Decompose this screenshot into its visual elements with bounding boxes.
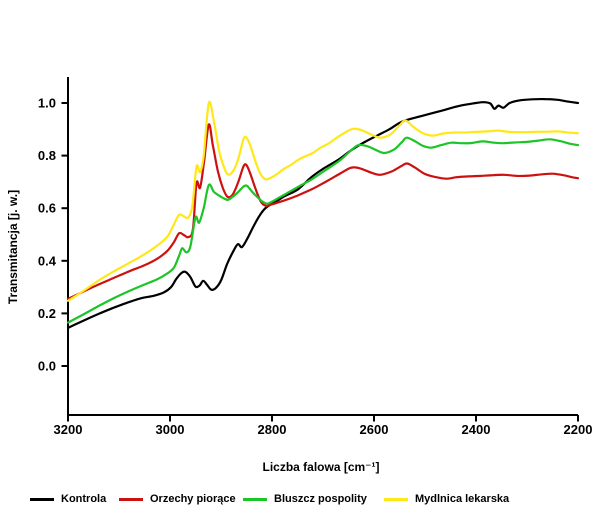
y-tick-label: 0.8 (38, 148, 56, 163)
x-tick-label: 2800 (258, 422, 287, 437)
y-tick-label: 0.4 (38, 253, 57, 268)
curve-bluszcz-pospolity (66, 136, 580, 324)
x-tick-label: 2200 (564, 422, 593, 437)
y-axis-title: Transmitancja [j. w.] (6, 189, 20, 305)
x-tick-label: 2400 (462, 422, 491, 437)
legend-label: Mydlnica lekarska (415, 493, 510, 505)
x-tick-label: 3200 (54, 422, 83, 437)
legend-item-3: Bluszcz pospolity (243, 493, 367, 505)
legend-item-2: Orzechy piorące (119, 493, 236, 505)
legend-item-1: Kontrola (30, 493, 106, 505)
axes (67, 77, 578, 416)
x-axis-title: Liczba falowa [cm⁻¹] (262, 460, 380, 474)
legend-label: Kontrola (61, 493, 107, 505)
legend-label: Bluszcz pospolity (274, 493, 367, 505)
y-ticks: 0.0 0.2 0.4 0.6 0.8 1.0 (38, 96, 68, 374)
y-tick-label: 0.6 (38, 201, 56, 216)
x-tick-label: 2600 (360, 422, 389, 437)
curve-kontrola (66, 97, 580, 329)
x-tick-label: 3000 (156, 422, 185, 437)
legend-item-4: Mydlnica lekarska (384, 493, 509, 505)
legend-label: Orzechy piorące (150, 493, 236, 505)
curve-orzechy-piorące (66, 123, 580, 300)
y-tick-label: 0.0 (38, 359, 56, 374)
x-ticks: 3200 3000 2800 2600 2400 2200 (54, 415, 593, 437)
legend-line-swatch (119, 497, 143, 501)
legend-line-swatch (30, 497, 54, 501)
legend-line-swatch (384, 497, 408, 501)
spectra-curves (66, 97, 580, 329)
legend-line-swatch (243, 497, 267, 501)
curve-mydlnica-lekarska (66, 100, 580, 302)
y-tick-label: 1.0 (38, 96, 56, 111)
y-tick-label: 0.2 (38, 306, 56, 321)
